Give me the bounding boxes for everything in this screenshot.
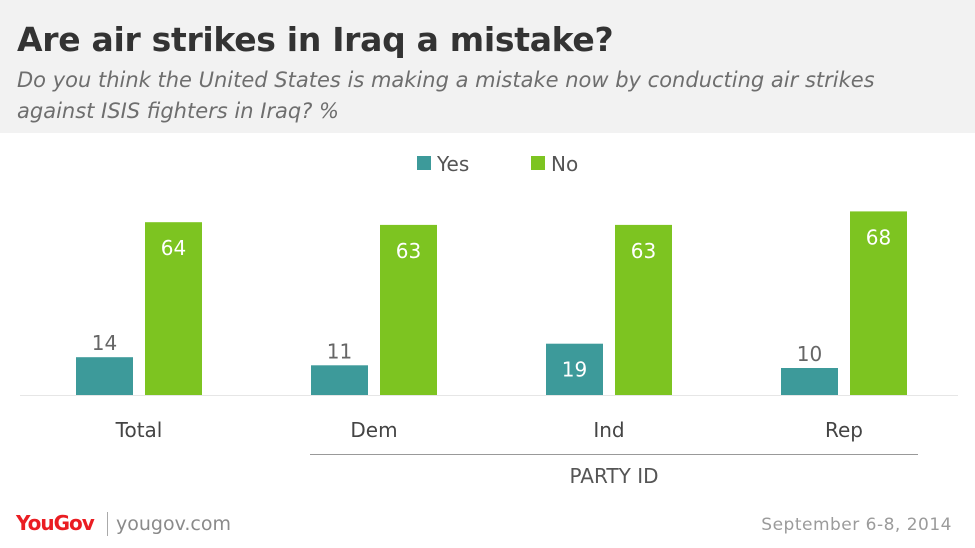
chart-subtitle: Do you think the United States is making…	[17, 68, 875, 123]
data-label-no-total: 64	[161, 236, 186, 260]
bar-yes-rep	[781, 368, 838, 395]
footer-divider	[107, 512, 108, 536]
data-label-no-ind: 63	[631, 239, 656, 263]
legend-swatch-no	[531, 156, 545, 170]
bar-no-dem	[380, 224, 437, 395]
data-label-no-rep: 68	[866, 225, 891, 249]
data-label-yes-dem: 11	[327, 339, 352, 363]
footer-url: yougov.com	[116, 513, 231, 535]
data-label-yes-ind: 19	[562, 358, 587, 382]
chart-title: Are air strikes in Iraq a mistake?	[17, 20, 614, 59]
data-label-yes-total: 14	[92, 331, 117, 355]
legend-label-no: No	[551, 152, 578, 176]
data-label-no-dem: 63	[396, 239, 421, 263]
group-label-party-id: PARTY ID	[570, 464, 659, 488]
yougov-logo: YouGov	[16, 511, 95, 535]
bar-yes-ind	[546, 343, 603, 395]
bar-no-rep	[850, 211, 907, 395]
legend-swatch-yes	[417, 156, 431, 170]
category-label-ind: Ind	[593, 418, 624, 442]
bar-yes-total	[76, 357, 133, 395]
header: Are air strikes in Iraq a mistake? Do yo…	[0, 0, 975, 133]
data-label-yes-rep: 10	[797, 342, 822, 366]
bar-no-total	[145, 222, 202, 395]
bar-no-ind	[615, 224, 672, 395]
category-label-rep: Rep	[825, 418, 863, 442]
category-label-dem: Dem	[350, 418, 397, 442]
survey-date: September 6-8, 2014	[761, 515, 952, 535]
category-label-total: Total	[115, 418, 163, 442]
legend-label-yes: Yes	[436, 152, 469, 176]
bar-yes-dem	[311, 365, 368, 395]
